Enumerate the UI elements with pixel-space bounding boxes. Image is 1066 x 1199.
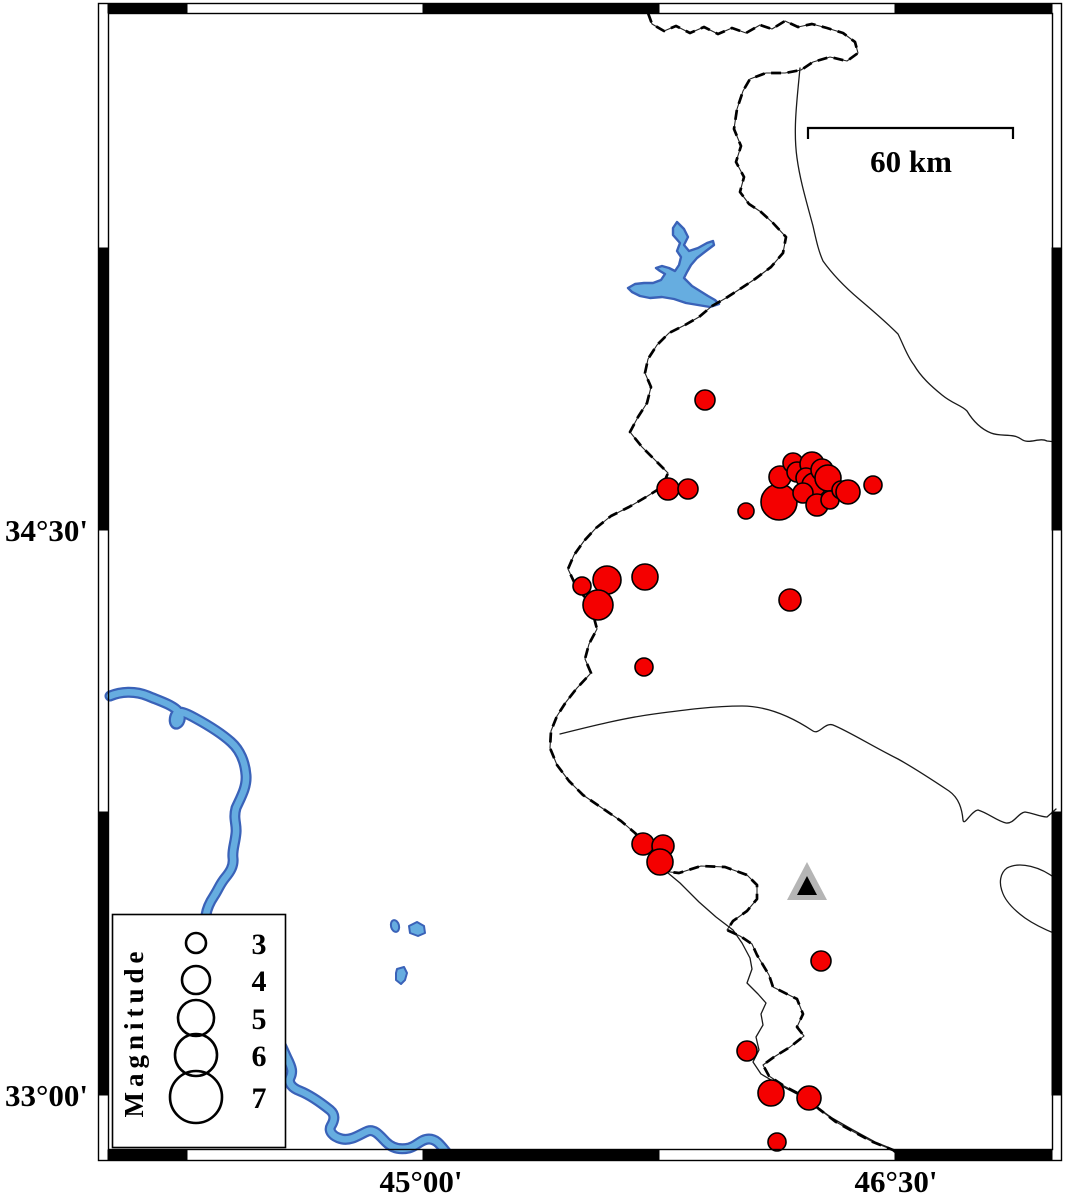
pond xyxy=(408,921,426,937)
earthquake-marker xyxy=(646,848,674,876)
lake xyxy=(626,220,721,309)
legend-entries: 3 4 5 6 7 xyxy=(168,928,267,1125)
lon-label-45-00: 45°00' xyxy=(379,1164,462,1199)
frame-segment xyxy=(107,3,188,14)
border-underlay-line xyxy=(549,12,904,1159)
frame-segment xyxy=(422,3,660,14)
earthquake-marker xyxy=(835,479,861,505)
frame-segment xyxy=(894,3,1053,14)
frame-segment xyxy=(894,1149,1053,1160)
legend-circle-mag-6 xyxy=(173,1032,219,1078)
earthquake-marker xyxy=(796,1085,822,1111)
legend-label-mag-7: 7 xyxy=(252,1082,267,1115)
ponds xyxy=(389,919,426,985)
frame-segment xyxy=(422,1149,660,1160)
lat-label-33-00: 33°00' xyxy=(5,1078,88,1113)
earthquake-marker xyxy=(634,657,654,677)
scale-bar-label: 60 km xyxy=(870,144,952,179)
earthquake-marker xyxy=(760,483,798,521)
map-frame xyxy=(97,2,1063,1162)
frame-segment xyxy=(98,247,109,531)
earthquake-marker xyxy=(863,475,883,495)
frame-segment xyxy=(1051,247,1062,531)
magnitude-legend: Magnitude 3 4 5 6 7 xyxy=(111,913,287,1149)
boundary-line-east xyxy=(559,705,1057,824)
earthquake-marker xyxy=(582,589,614,621)
earthquake-marker xyxy=(631,832,655,856)
axis-annotations: 34°30' 33°00' 45°00' 46°30' xyxy=(5,513,938,1199)
frame-segment xyxy=(107,1149,188,1160)
lon-label-46-30: 46°30' xyxy=(854,1164,937,1199)
earthquake-marker xyxy=(767,1132,787,1152)
earthquake-marker xyxy=(656,477,680,501)
frame-segment xyxy=(98,811,109,1096)
earthquake-marker xyxy=(778,588,802,612)
legend-title: Magnitude xyxy=(119,946,149,1117)
earthquake-marker xyxy=(757,1079,785,1107)
legend-circle-mag-4 xyxy=(180,964,212,996)
legend-circle-mag-3 xyxy=(184,931,208,955)
pond xyxy=(389,919,401,933)
legend-label-mag-3: 3 xyxy=(252,928,267,961)
international-border xyxy=(548,12,904,1160)
scale-bar-bracket xyxy=(806,126,1015,139)
scale-bar: 60 km xyxy=(806,126,1015,179)
earthquake-marker xyxy=(810,950,832,972)
boundary-line-northeast xyxy=(794,67,1057,443)
earthquake-marker xyxy=(736,1040,758,1062)
earthquake-marker xyxy=(694,389,716,411)
station-triangle xyxy=(787,862,827,900)
legend-circle-mag-5 xyxy=(176,998,216,1038)
boundary-line-bottom-right xyxy=(999,864,1057,935)
frame-segment xyxy=(1051,811,1062,1096)
station-triangle-inner xyxy=(797,876,817,895)
earthquake-layer xyxy=(572,389,883,1152)
legend-label-mag-6: 6 xyxy=(252,1040,267,1073)
earthquake-marker xyxy=(677,478,699,500)
legend-circle-mag-7 xyxy=(168,1069,224,1125)
legend-label-mag-5: 5 xyxy=(252,1003,267,1036)
earthquake-marker xyxy=(572,576,592,596)
earthquake-marker xyxy=(631,563,659,591)
earthquake-marker xyxy=(737,502,755,520)
lat-label-34-30: 34°30' xyxy=(5,513,88,548)
pond xyxy=(395,966,408,985)
legend-label-mag-4: 4 xyxy=(252,965,267,998)
